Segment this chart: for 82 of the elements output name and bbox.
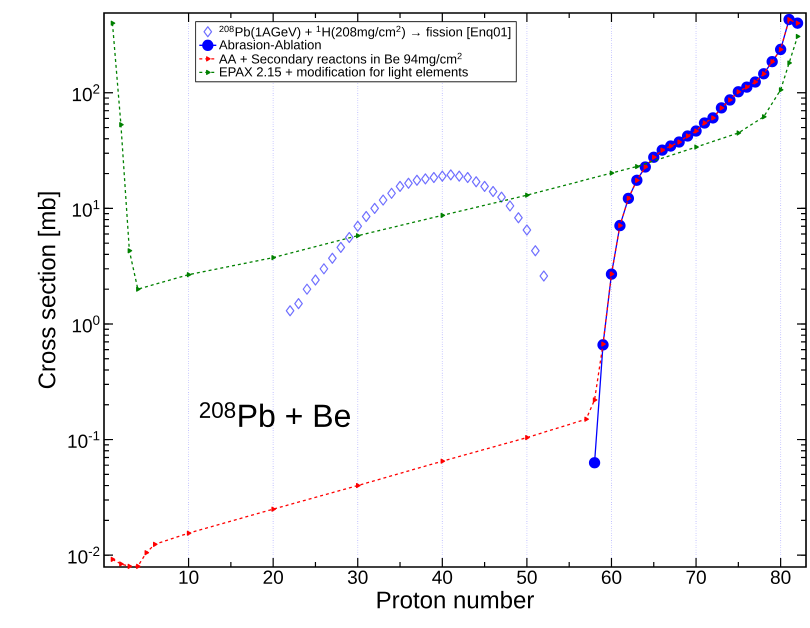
point [328, 252, 337, 264]
point [336, 242, 346, 253]
point [525, 435, 530, 440]
point [119, 561, 124, 566]
point [311, 274, 320, 286]
point [271, 506, 276, 512]
point [588, 457, 600, 468]
point [186, 272, 192, 278]
y-tick-label: 10$^{0}$ [72, 315, 100, 332]
legend-label: AA + Secondary reactons in Be 94mg/cm$^{2}$ [218, 52, 462, 66]
x-tick-label: 40 [432, 570, 452, 584]
point [344, 232, 354, 244]
x-tick-label: 20 [264, 570, 283, 584]
point [378, 194, 388, 206]
point [778, 87, 784, 92]
point [440, 458, 446, 464]
y-tick-label: 10$^{-2}$ [68, 546, 100, 564]
legend-label: $^{208}$Pb(1AGeV) + $^{1}$H(208mg/cm$^{2}$) → fission [Enq01] [219, 26, 510, 40]
point [362, 210, 371, 222]
point [271, 255, 276, 260]
point [153, 542, 158, 547]
point [396, 180, 404, 192]
point [454, 170, 464, 182]
point [506, 200, 514, 212]
point [610, 170, 614, 176]
point [531, 245, 540, 256]
point [421, 173, 430, 184]
point [787, 60, 792, 66]
point [584, 416, 589, 422]
x-axis-title: Proton number [378, 590, 534, 608]
point [136, 564, 141, 569]
point [635, 164, 640, 170]
point [446, 169, 456, 180]
point [472, 176, 480, 188]
y-axis-title: Cross section [mb] [38, 192, 60, 388]
point [387, 188, 396, 199]
point [514, 212, 523, 224]
point [404, 178, 413, 189]
point [128, 248, 132, 254]
x-tick-label: 70 [686, 570, 706, 584]
annotation: $^{208}$Pb + Be [200, 402, 350, 428]
point [796, 34, 800, 40]
point [488, 186, 498, 198]
point [286, 305, 294, 316]
point [144, 550, 150, 556]
point [356, 483, 361, 488]
point [356, 233, 361, 238]
legend-label: EPAX 2.15 + modification for light elements [220, 66, 468, 80]
point [110, 20, 116, 26]
point [736, 130, 742, 136]
x-tick-label: 30 [348, 570, 368, 584]
point [694, 144, 699, 150]
point [320, 263, 328, 274]
y-tick-label: 10$^{2}$ [72, 84, 100, 102]
point [186, 530, 192, 536]
point [440, 212, 446, 218]
point [762, 114, 767, 120]
point [430, 172, 438, 184]
x-tick-label: 50 [517, 570, 537, 584]
point [438, 170, 447, 182]
point [136, 286, 141, 292]
point [302, 284, 312, 295]
point [412, 174, 422, 186]
x-tick-label: 10 [179, 570, 198, 584]
point [497, 192, 506, 203]
x-tick-label: 60 [602, 570, 622, 584]
point [522, 224, 532, 236]
x-tick-label: 80 [770, 570, 790, 584]
point [370, 202, 379, 214]
point [128, 564, 132, 569]
legend-label: Abrasion-Ablation [218, 40, 321, 50]
point [592, 397, 598, 403]
point [110, 556, 116, 562]
point [463, 172, 472, 184]
point [539, 270, 548, 282]
point [480, 180, 489, 192]
point [119, 122, 124, 128]
point [353, 220, 362, 232]
y-tick-label: 10$^{1}$ [72, 200, 100, 217]
point [525, 192, 530, 198]
point [294, 298, 303, 310]
y-tick-label: 10$^{-1}$ [68, 431, 100, 448]
